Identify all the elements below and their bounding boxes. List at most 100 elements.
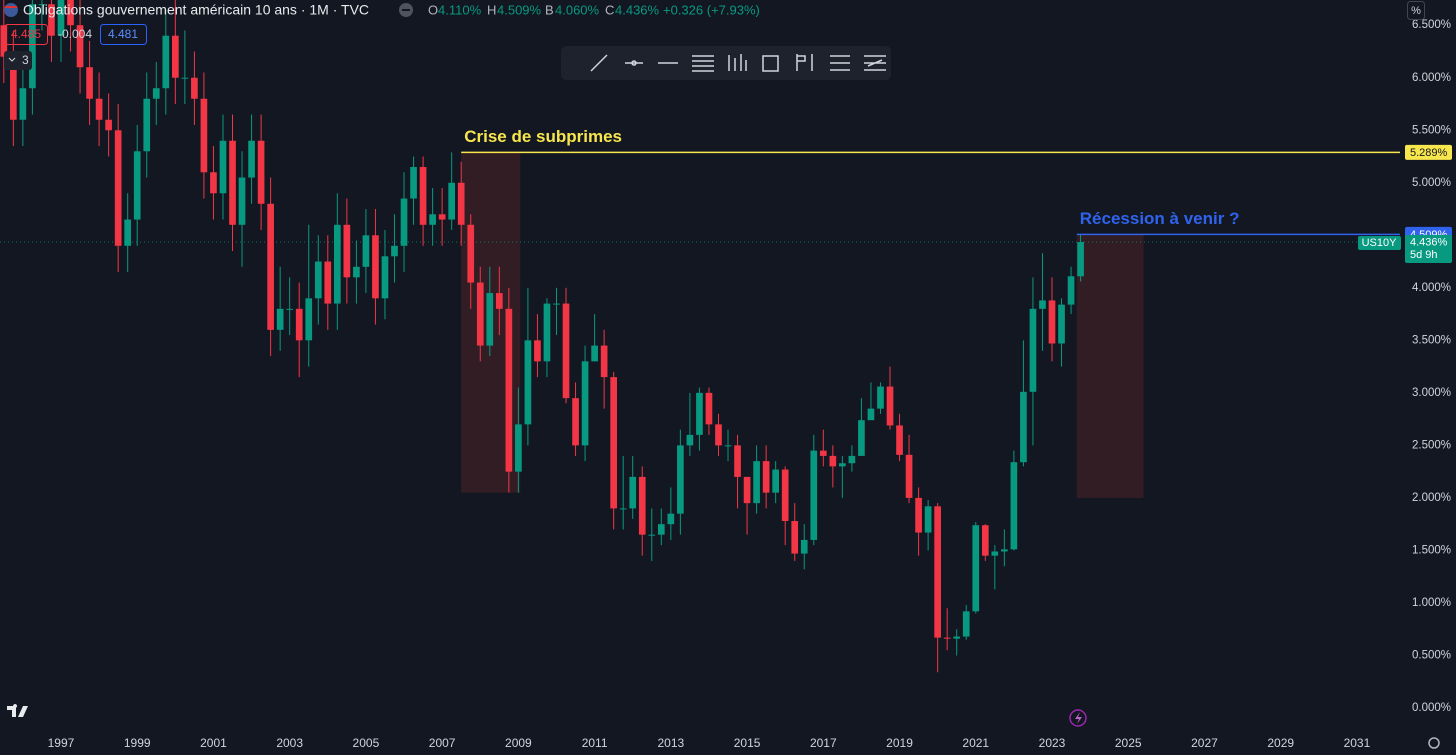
ask[interactable]: 4.481 bbox=[108, 27, 138, 41]
candle-body bbox=[257, 140, 265, 204]
candle-body bbox=[648, 534, 656, 536]
candle-body bbox=[48, 4, 55, 36]
ray-tool[interactable] bbox=[625, 60, 643, 66]
candle-body bbox=[171, 35, 179, 78]
settings-icon[interactable] bbox=[1428, 737, 1440, 749]
change: +0.326 (+7.93%) bbox=[663, 2, 760, 17]
bid[interactable]: 4.485 bbox=[11, 27, 41, 41]
candle-body bbox=[829, 455, 837, 467]
candle-body bbox=[1067, 276, 1075, 305]
x-tick-label: 2003 bbox=[276, 736, 303, 750]
candle-body bbox=[619, 508, 627, 510]
ohlc-value: 4.110% bbox=[438, 2, 482, 17]
candle-body bbox=[467, 224, 475, 283]
candle-body bbox=[572, 398, 579, 446]
candle-body bbox=[972, 525, 980, 612]
candle-body bbox=[343, 224, 351, 278]
candle-body bbox=[705, 392, 713, 425]
candle-body bbox=[981, 525, 989, 556]
candle-body bbox=[295, 308, 303, 341]
y-tick-label: 2.500% bbox=[1412, 439, 1451, 451]
candle-body bbox=[924, 506, 932, 533]
events-icon[interactable] bbox=[1069, 709, 1087, 727]
ohlc-key: H bbox=[487, 2, 496, 17]
candle-body bbox=[1077, 242, 1084, 277]
candle-body bbox=[962, 611, 970, 637]
x-tick-label: 2001 bbox=[200, 736, 227, 750]
candle-body bbox=[38, 4, 46, 6]
ask-box[interactable] bbox=[100, 24, 147, 45]
lines-tool[interactable] bbox=[830, 55, 850, 71]
candle-body bbox=[657, 524, 665, 535]
ohlc-value: 4.509% bbox=[497, 2, 542, 17]
candle-body bbox=[476, 282, 484, 346]
candle-body bbox=[486, 293, 494, 346]
candle-body bbox=[248, 140, 255, 178]
y-tick-label: 2.000% bbox=[1412, 492, 1451, 504]
x-tick-label: 2023 bbox=[1039, 736, 1066, 750]
candle-body bbox=[0, 25, 8, 57]
tv-logo[interactable] bbox=[7, 704, 28, 717]
bid-box[interactable] bbox=[4, 24, 48, 45]
candle-body bbox=[67, 0, 74, 26]
axes: 0.000% 0.500% 1.000% 1.500% 2.000% 2.500% 3.00… bbox=[48, 19, 1451, 750]
candle-body bbox=[696, 392, 703, 435]
indicators-count[interactable]: 3 bbox=[22, 53, 29, 67]
candle-body bbox=[143, 98, 151, 152]
candle-body bbox=[400, 198, 408, 246]
candle-body bbox=[524, 340, 532, 425]
candle-body bbox=[29, 4, 36, 89]
rect-tool[interactable] bbox=[762, 55, 779, 72]
candle-body bbox=[753, 461, 760, 504]
candle-body bbox=[353, 266, 360, 278]
symbol-title[interactable]: Obligations gouvernement américain 10 an… bbox=[23, 2, 369, 18]
scale-mode[interactable]: % bbox=[1411, 5, 1421, 17]
candle-body bbox=[438, 214, 446, 220]
toggle-bar bbox=[402, 9, 410, 11]
x-tick-label: 2017 bbox=[810, 736, 837, 750]
candle-body bbox=[448, 182, 456, 220]
candle-body bbox=[934, 506, 941, 638]
candle-body bbox=[324, 261, 332, 304]
candle-body bbox=[667, 513, 675, 525]
indicators-toggle[interactable] bbox=[4, 51, 32, 70]
candle-body bbox=[629, 476, 637, 509]
x-tick-label: 2013 bbox=[657, 736, 684, 750]
candle-body bbox=[734, 445, 741, 477]
trend-line-tool[interactable] bbox=[590, 54, 608, 72]
candle-body bbox=[1058, 304, 1065, 344]
candle-body bbox=[762, 461, 770, 493]
ohlc-key: C bbox=[605, 2, 614, 17]
candle-body bbox=[905, 454, 913, 498]
flag-tool[interactable] bbox=[796, 54, 813, 71]
candle-body bbox=[429, 214, 436, 225]
price-badge bbox=[1405, 144, 1452, 160]
candle-body bbox=[57, 0, 65, 36]
candle-body bbox=[772, 469, 779, 493]
bars-tool[interactable] bbox=[728, 54, 747, 71]
flag-icon bbox=[4, 3, 18, 17]
candle-body bbox=[1029, 308, 1037, 392]
candle-body bbox=[1039, 300, 1046, 309]
spread: -0.004 bbox=[58, 27, 92, 41]
last-price-badge bbox=[1405, 235, 1452, 264]
candle-body bbox=[124, 219, 132, 246]
candle-body bbox=[495, 293, 503, 309]
scale-mode-box[interactable] bbox=[1407, 1, 1425, 20]
candle-body bbox=[210, 172, 217, 194]
x-tick-label: 2025 bbox=[1115, 736, 1142, 750]
candle-body bbox=[238, 177, 246, 225]
candle-body bbox=[114, 130, 122, 246]
drawing-toolbar bbox=[561, 46, 891, 80]
fib-tool[interactable] bbox=[692, 55, 714, 72]
candle-body bbox=[1010, 462, 1018, 550]
channel-tool[interactable] bbox=[864, 55, 886, 71]
toolbar-bg bbox=[561, 46, 891, 80]
candle-body bbox=[781, 469, 789, 522]
candle-body bbox=[562, 303, 570, 399]
candle-body bbox=[219, 140, 227, 194]
price-badge-label: 5.289% bbox=[1410, 147, 1448, 159]
x-tick-label: 2029 bbox=[1267, 736, 1294, 750]
